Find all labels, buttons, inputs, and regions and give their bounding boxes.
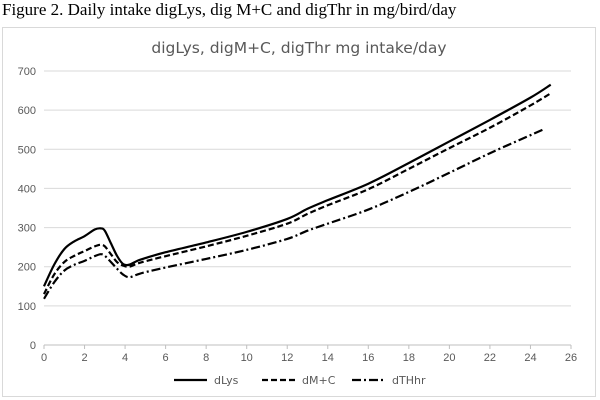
legend-label: dLys [214, 374, 239, 387]
y-tick-label: 0 [30, 340, 36, 352]
chart-title: digLys, digM+C, digThr mg intake/day [151, 39, 446, 57]
x-tick-label: 10 [241, 352, 253, 364]
legend-label: dTHhr [392, 374, 426, 387]
y-tick-label: 700 [18, 66, 36, 78]
gridlines [44, 70, 571, 307]
y-tick-label: 200 [18, 262, 36, 274]
x-tick-label: 6 [163, 352, 169, 364]
x-tick-label: 0 [41, 352, 47, 364]
x-tick-label: 26 [565, 352, 577, 364]
x-tick-label: 24 [524, 352, 536, 364]
x-tick-label: 8 [203, 352, 209, 364]
y-tick-label: 500 [18, 144, 36, 156]
axes [43, 344, 572, 349]
figure-caption: Figure 2. Daily intake digLys, dig M+C a… [2, 0, 457, 19]
legend-label: dM+C [302, 374, 336, 387]
y-tick-labels: 0 100 200 300 400 500 600 700 [18, 66, 36, 352]
chart-frame [2, 27, 596, 397]
series-line-dlys [43, 83, 552, 287]
series-lines [43, 83, 552, 300]
series-line-dm-c [43, 92, 552, 295]
x-tick-label: 20 [443, 352, 455, 364]
x-tick-label: 18 [403, 352, 415, 364]
legend: dLys dM+C dTHhr [174, 374, 426, 387]
y-tick-label: 100 [18, 301, 36, 313]
x-tick-label: 14 [322, 352, 334, 364]
x-tick-label: 4 [122, 352, 128, 364]
x-tick-label: 22 [484, 352, 496, 364]
y-tick-label: 400 [18, 183, 36, 195]
x-tick-label: 16 [362, 352, 374, 364]
y-tick-label: 600 [18, 105, 36, 117]
x-tick-labels: 0 2 4 6 8 10 12 14 16 18 20 22 24 26 [41, 352, 577, 364]
x-tick-label: 2 [81, 352, 87, 364]
y-tick-label: 300 [18, 223, 36, 235]
series-line-dthhr [43, 127, 546, 300]
x-tick-label: 12 [281, 352, 293, 364]
